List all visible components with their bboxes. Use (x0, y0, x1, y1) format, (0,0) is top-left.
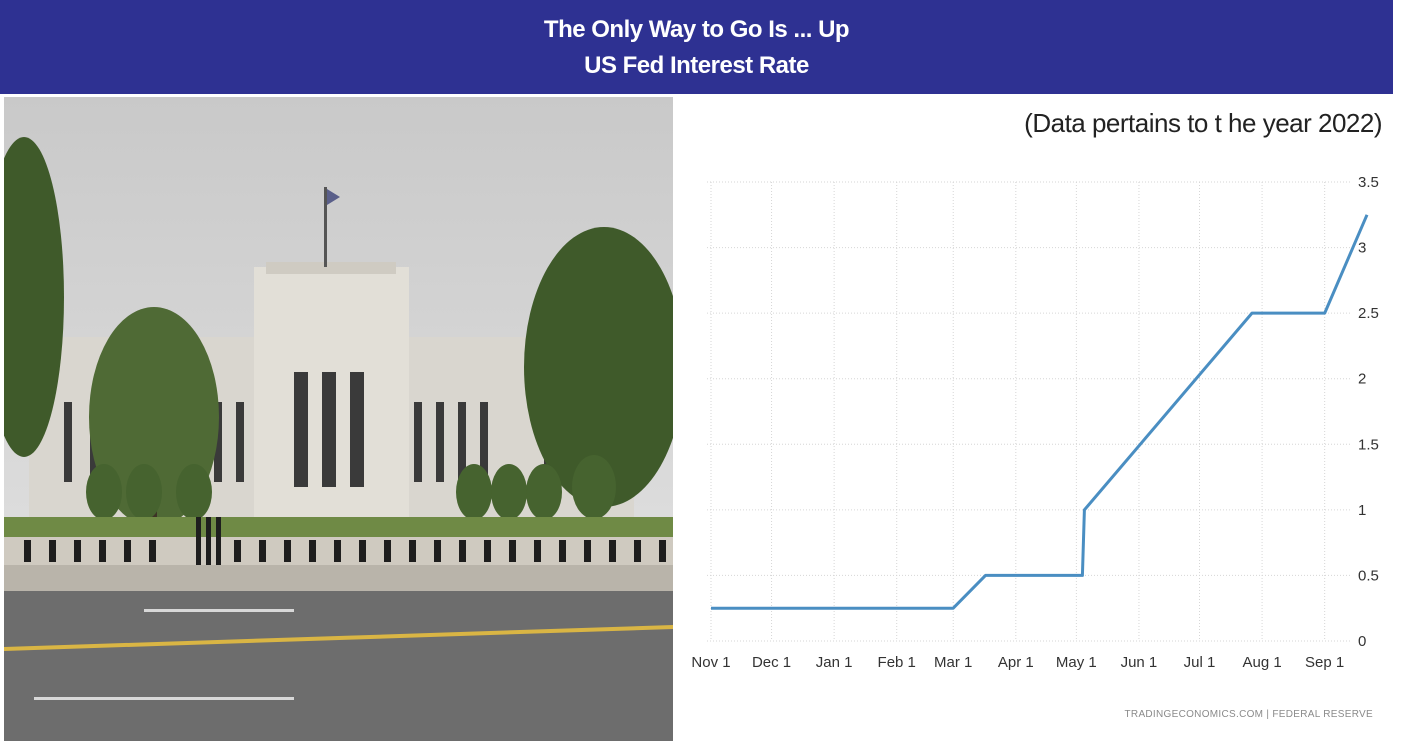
y-tick-label: 3.5 (1358, 174, 1379, 191)
x-tick-label: Aug 1 (1242, 654, 1281, 671)
x-tick-label: Apr 1 (998, 654, 1034, 671)
y-tick-label: 1.5 (1358, 436, 1379, 453)
x-tick-label: Nov 1 (691, 654, 730, 671)
title-banner: The Only Way to Go Is ... Up US Fed Inte… (0, 0, 1393, 94)
federal-reserve-building-photo (4, 97, 673, 741)
x-tick-label: Jul 1 (1184, 654, 1216, 671)
x-tick-label: Jun 1 (1121, 654, 1158, 671)
y-tick-label: 1 (1358, 502, 1366, 519)
y-axis-ticks: 0 0.5 1 1.5 2 2.5 3 3.5 (1358, 174, 1379, 650)
x-tick-label: Mar 1 (934, 654, 972, 671)
y-tick-label: 2 (1358, 371, 1366, 388)
interest-rate-chart: 0 0.5 1 1.5 2 2.5 3 3.5 Nov 1 Dec 1 Jan 1 Feb 1 Mar… (691, 174, 1379, 720)
x-tick-label: Feb 1 (878, 654, 916, 671)
y-tick-label: 0.5 (1358, 567, 1379, 584)
y-tick-label: 0 (1358, 633, 1366, 650)
y-tick-label: 2.5 (1358, 305, 1379, 322)
chart-grid (707, 181, 1350, 642)
source-credit: TRADINGECONOMICS.COM | FEDERAL RESERVE (1125, 709, 1374, 720)
chart-subtitle: US Fed Interest Rate (584, 52, 809, 79)
data-year-note: (Data pertains to t he year 2022) (1024, 108, 1382, 138)
x-tick-label: May 1 (1056, 654, 1097, 671)
x-axis-ticks: Nov 1 Dec 1 Jan 1 Feb 1 Mar 1 Apr 1 May 1 Jun 1… (691, 654, 1344, 671)
x-tick-label: Dec 1 (752, 654, 791, 671)
series-line-fed-rate (711, 214, 1369, 610)
chart-title: The Only Way to Go Is ... Up (543, 16, 850, 43)
x-tick-label: Jan 1 (816, 654, 853, 671)
y-tick-label: 3 (1358, 240, 1366, 257)
x-tick-label: Sep 1 (1305, 654, 1344, 671)
